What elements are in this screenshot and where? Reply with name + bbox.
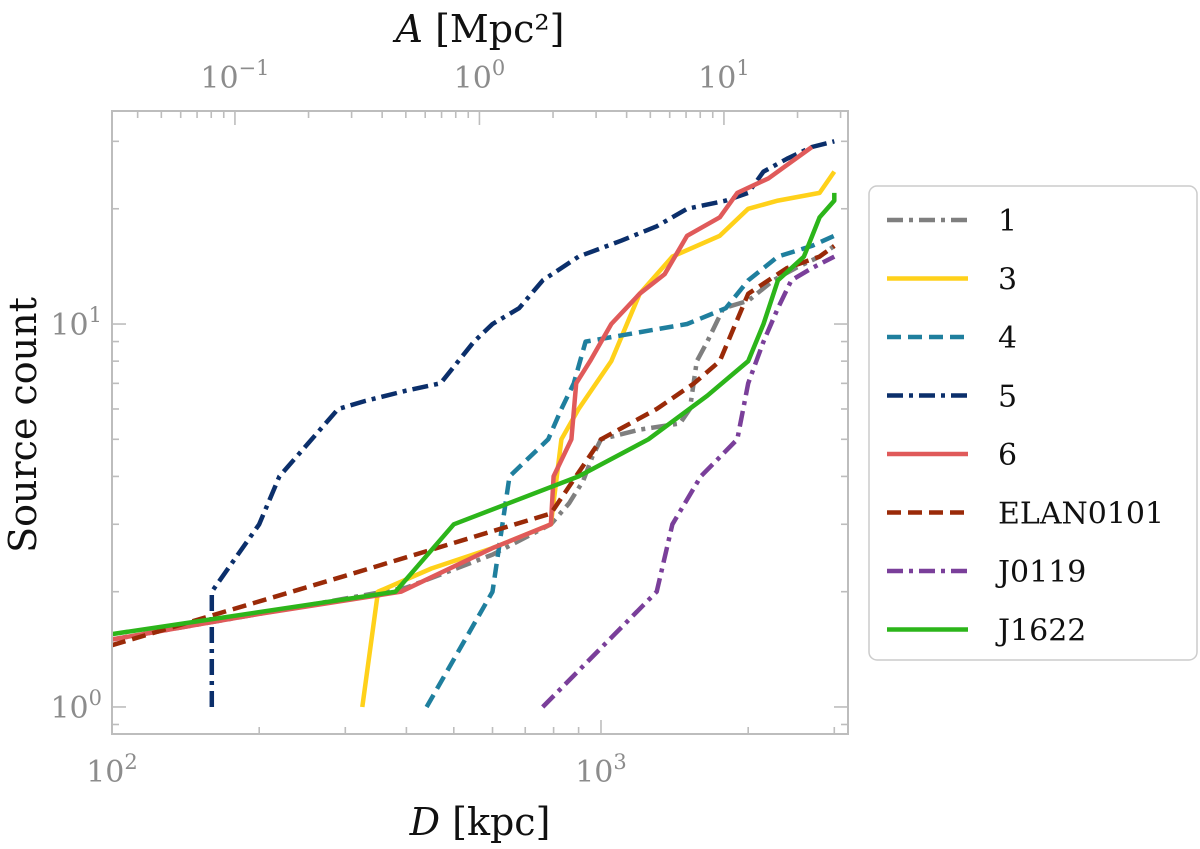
plot-frame bbox=[111, 110, 849, 735]
y-tick-label: 100 bbox=[50, 686, 102, 726]
x-axis-label: D [kpc] bbox=[409, 800, 551, 844]
top-tick-label: 10−1 bbox=[200, 56, 269, 96]
labels-layer: 102 103 10−1 100 101 100 101 D [kpc] A [Mpc²] Sou… bbox=[1, 7, 750, 844]
series-line-4 bbox=[424, 233, 836, 709]
legend-label: 5 bbox=[998, 380, 1017, 415]
legend-label: 6 bbox=[998, 438, 1017, 473]
lines-layer bbox=[111, 139, 837, 709]
series-line-1 bbox=[111, 244, 836, 642]
series-line-j1622 bbox=[111, 192, 837, 637]
y-tick-label: 101 bbox=[50, 303, 102, 343]
legend-label: J0119 bbox=[995, 555, 1086, 590]
legend-box bbox=[868, 185, 1198, 661]
ticks-layer bbox=[111, 111, 848, 734]
series-line-6 bbox=[111, 145, 814, 642]
legend: 1 3 4 5 6 ELAN0101 J0119 J1622 bbox=[868, 185, 1198, 661]
top-tick-label: 101 bbox=[698, 56, 750, 96]
series-line-j0119 bbox=[541, 254, 836, 709]
legend-label: ELAN0101 bbox=[998, 497, 1164, 532]
legend-label: 4 bbox=[998, 321, 1017, 356]
legend-label: 1 bbox=[998, 204, 1017, 239]
x-tick-label: 103 bbox=[575, 750, 627, 790]
top-tick-label: 100 bbox=[454, 56, 506, 96]
series-line-5 bbox=[209, 139, 835, 707]
legend-label: 3 bbox=[998, 263, 1017, 298]
top-axis-label: A [Mpc²] bbox=[393, 7, 565, 51]
x-tick-label: 102 bbox=[86, 750, 138, 790]
y-axis-label: Source count bbox=[1, 297, 45, 553]
legend-label: J1622 bbox=[995, 614, 1086, 649]
series-line-3 bbox=[360, 170, 837, 708]
